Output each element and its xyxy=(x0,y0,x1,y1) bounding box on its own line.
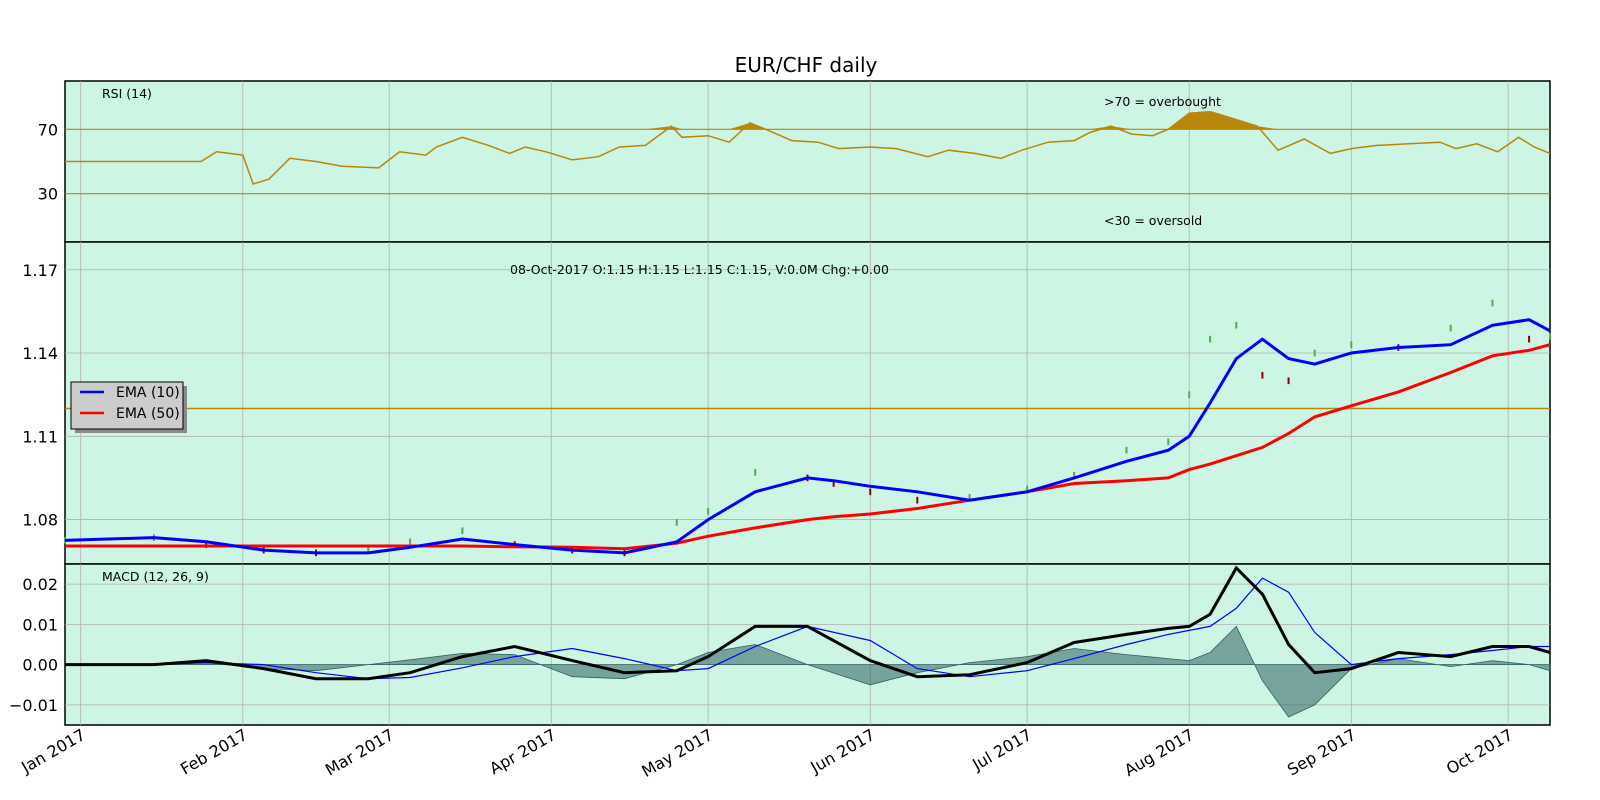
price-yticks: 1.08 1.11 1.14 1.17 xyxy=(22,261,58,530)
x-tick-label: Sep 2017 xyxy=(1284,725,1359,779)
x-tick-label: Aug 2017 xyxy=(1121,725,1197,780)
macd-ytick-label: 0.00 xyxy=(22,656,58,675)
x-tick-label: Jun 2017 xyxy=(807,725,879,777)
x-tick-label: May 2017 xyxy=(638,725,716,781)
ema-fast-line xyxy=(64,318,1551,555)
price-axes xyxy=(64,241,1551,565)
x-tick-labels: Jan 2017 Feb 2017 Mar 2017 Apr 2017 May 2017… xyxy=(17,725,1516,781)
rsi-yticks: 30 70 xyxy=(38,120,58,203)
rsi-ytick-label: 70 xyxy=(38,120,58,139)
price-ytick-label: 1.08 xyxy=(22,511,58,530)
legend-box xyxy=(70,381,184,430)
macd-histogram xyxy=(65,625,1551,718)
legend-label-ema-fast: EMA (10) xyxy=(116,385,180,401)
macd-signal-line xyxy=(65,577,1550,680)
macd-axes xyxy=(64,563,1551,726)
oversold-label: <30 = oversold xyxy=(1104,213,1202,228)
overbought-label: >70 = overbought xyxy=(1104,94,1221,109)
macd-ytick-label: −0.01 xyxy=(9,696,58,715)
price-marks xyxy=(64,299,1551,557)
macd-ytick-label: 0.01 xyxy=(22,615,58,634)
rsi-overbought-fill xyxy=(65,111,1550,130)
price-ytick-label: 1.11 xyxy=(22,427,58,446)
x-tick-label: Mar 2017 xyxy=(322,725,397,779)
rsi-grid xyxy=(65,81,1550,242)
rsi-label: RSI (14) xyxy=(102,86,152,101)
rsi-panel: 30 70 RSI (14) >70 = overbought <30 = ove… xyxy=(38,80,1551,243)
x-tick-label: Jan 2017 xyxy=(17,725,88,777)
legend-label-ema-slow: EMA (50) xyxy=(116,406,180,422)
price-ytick-label: 1.14 xyxy=(22,344,58,363)
macd-yticks: −0.01 0.00 0.01 0.02 xyxy=(9,575,58,715)
rsi-line xyxy=(65,110,1551,185)
price-ytick-label: 1.17 xyxy=(22,261,58,280)
macd-label: MACD (12, 26, 9) xyxy=(102,569,209,584)
x-tick-label: Jul 2017 xyxy=(968,725,1035,775)
rsi-axes xyxy=(64,80,1551,243)
chart-title: EUR/CHF daily xyxy=(735,53,878,77)
x-tick-label: Apr 2017 xyxy=(486,725,559,778)
rsi-ytick-label: 30 xyxy=(38,185,58,204)
macd-line xyxy=(65,565,1551,681)
macd-panel: −0.01 0.00 0.01 0.02 MACD (12, 26, 9) xyxy=(9,563,1551,726)
legend: EMA (10) EMA (50) xyxy=(70,381,187,433)
rsi-marks xyxy=(65,110,1551,185)
price-panel: 1.08 1.11 1.14 1.17 08-Oct-2017 O:1.15 H:1.… xyxy=(22,241,1551,565)
x-tick-label: Feb 2017 xyxy=(177,725,251,779)
macd-marks xyxy=(65,565,1551,718)
x-tick-label: Oct 2017 xyxy=(1443,725,1516,778)
price-info: 08-Oct-2017 O:1.15 H:1.15 L:1.15 C:1.15,… xyxy=(510,262,889,277)
macd-ytick-label: 0.02 xyxy=(22,575,58,594)
ema-slow-line xyxy=(65,343,1551,551)
